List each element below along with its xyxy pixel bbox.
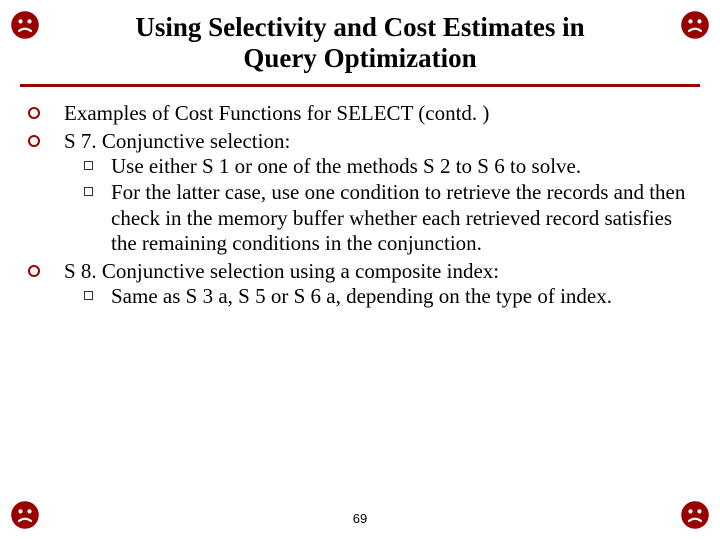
list-item-body: S 7. Conjunctive selection:Use either S … xyxy=(64,129,692,257)
list-item-text: S 7. Conjunctive selection: xyxy=(64,129,692,155)
list-item-text: Examples of Cost Functions for SELECT (c… xyxy=(64,101,692,127)
bullet-icon xyxy=(28,107,40,119)
sub-list-item-text: Use either S 1 or one of the methods S 2… xyxy=(111,154,692,180)
slide-title-container: Using Selectivity and Cost Estimates in … xyxy=(0,0,720,74)
sub-bullet-icon xyxy=(84,187,93,196)
sub-bullet-icon xyxy=(84,161,93,170)
list-item-text: S 8. Conjunctive selection using a compo… xyxy=(64,259,692,285)
title-rule xyxy=(20,84,700,87)
list-item: S 8. Conjunctive selection using a compo… xyxy=(28,259,692,310)
slide-title: Using Selectivity and Cost Estimates in … xyxy=(60,12,660,74)
sub-list-item: Use either S 1 or one of the methods S 2… xyxy=(84,154,692,180)
list-item-body: Examples of Cost Functions for SELECT (c… xyxy=(64,101,692,127)
list-item: S 7. Conjunctive selection:Use either S … xyxy=(28,129,692,257)
corner-icon-top-left xyxy=(10,10,40,40)
sub-list-item-text: Same as S 3 a, S 5 or S 6 a, depending o… xyxy=(111,284,692,310)
slide-body: Examples of Cost Functions for SELECT (c… xyxy=(0,101,720,310)
sub-list-item-text: For the latter case, use one condition t… xyxy=(111,180,692,257)
corner-icon-top-right xyxy=(680,10,710,40)
bullet-icon xyxy=(28,135,40,147)
page-number: 69 xyxy=(0,511,720,526)
list-item-body: S 8. Conjunctive selection using a compo… xyxy=(64,259,692,310)
list-item: Examples of Cost Functions for SELECT (c… xyxy=(28,101,692,127)
sub-list-item: Same as S 3 a, S 5 or S 6 a, depending o… xyxy=(84,284,692,310)
title-line-1: Using Selectivity and Cost Estimates in xyxy=(135,12,584,42)
title-line-2: Query Optimization xyxy=(243,43,476,73)
bullet-icon xyxy=(28,265,40,277)
sub-bullet-icon xyxy=(84,291,93,300)
sub-list-item: For the latter case, use one condition t… xyxy=(84,180,692,257)
